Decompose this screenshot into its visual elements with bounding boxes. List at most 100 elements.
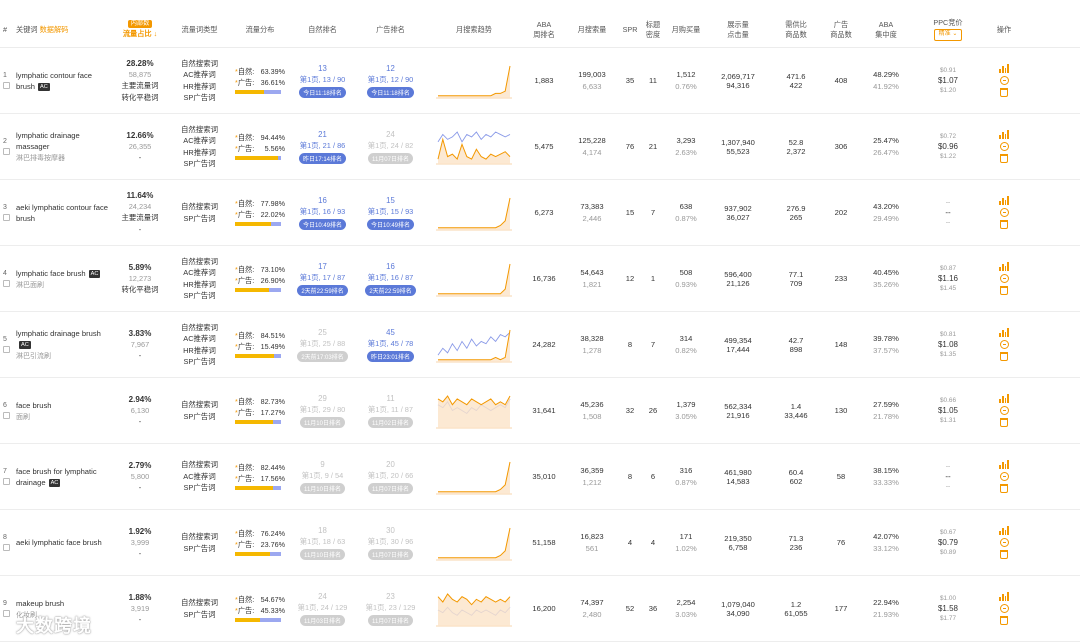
bar-chart-icon[interactable] [999, 460, 1009, 469]
remove-circle-icon[interactable] [999, 142, 1009, 151]
header-title-density[interactable]: 标题 密度 [645, 20, 661, 39]
bar-chart-icon[interactable] [999, 328, 1009, 337]
organic-rank-cell[interactable]: 16 第1页, 16 / 93 今日10:49排名 [289, 180, 356, 245]
organic-rank-cell[interactable]: 9 第1页, 9 / 54 11月10日排名 [289, 444, 356, 509]
monthly-search-value[interactable]: 74,397 [580, 598, 604, 607]
header-spr[interactable]: SPR [622, 24, 638, 34]
header-share-label[interactable]: 流量占比 ↓ [122, 29, 158, 39]
row-checkbox[interactable] [3, 280, 10, 287]
organic-rank-cell[interactable]: 13 第1页, 13 / 90 今日11:18排名 [289, 48, 356, 113]
monthly-search-value[interactable]: 36,359 [580, 466, 604, 475]
organic-rank-cell[interactable]: 17 第1页, 17 / 87 2天前22:59排名 [289, 246, 356, 311]
remove-circle-icon[interactable] [999, 274, 1009, 283]
monthly-search-value[interactable]: 38,328 [580, 334, 604, 343]
row-checkbox[interactable] [3, 148, 10, 155]
ad-rank-cell[interactable]: 12 第1页, 12 / 90 今日11:18排名 [356, 48, 425, 113]
ad-rank-cell[interactable]: 11 第1页, 11 / 87 11月02日排名 [356, 378, 425, 443]
header-keyword[interactable]: 关键词 数据解码 [12, 12, 112, 47]
header-ad-rank[interactable]: 广告排名 [376, 24, 405, 34]
keyword-link[interactable]: lymphatic drainage brush AC [16, 328, 112, 350]
monthly-trend-cell[interactable] [425, 312, 523, 377]
organic-rank-cell[interactable]: 18 第1页, 18 / 63 11月10日排名 [289, 510, 356, 575]
header-organic-rank[interactable]: 自然排名 [308, 24, 337, 34]
remove-circle-icon[interactable] [999, 340, 1009, 349]
keyword-translation: 化妆刷 [16, 611, 37, 619]
row-checkbox[interactable] [3, 346, 10, 353]
keyword-link[interactable]: face brush for lymphatic drainage AC [16, 466, 112, 488]
monthly-search-value[interactable]: 125,228 [578, 136, 606, 145]
keyword-link[interactable]: lymphatic contour face brush AC [16, 70, 112, 92]
monthly-trend-cell[interactable] [425, 114, 523, 179]
header-traffic-share[interactable]: 内部数 流量占比 ↓ [112, 12, 168, 47]
header-monthly-search[interactable]: 月搜索量 [577, 24, 607, 34]
bar-chart-icon[interactable] [999, 394, 1009, 403]
remove-circle-icon[interactable] [999, 406, 1009, 415]
bar-chart-icon[interactable] [999, 526, 1009, 535]
row-checkbox[interactable] [3, 214, 10, 221]
row-checkbox[interactable] [3, 412, 10, 419]
organic-rank-cell[interactable]: 21 第1页, 21 / 86 昨日17:14排名 [289, 114, 356, 179]
ad-rank-cell[interactable]: 15 第1页, 15 / 93 今日10:49排名 [356, 180, 425, 245]
monthly-trend-cell[interactable] [425, 48, 523, 113]
keyword-link[interactable]: face brush [16, 400, 51, 411]
keyword-link[interactable]: aeki lymphatic contour face brush [16, 202, 112, 224]
remove-circle-icon[interactable] [999, 538, 1009, 547]
ad-rank-cell[interactable]: 24 第1页, 24 / 82 11月07日排名 [356, 114, 425, 179]
row-checkbox[interactable] [3, 544, 10, 551]
row-checkbox[interactable] [3, 478, 10, 485]
trash-icon[interactable] [1000, 418, 1008, 427]
monthly-search-value[interactable]: 45,236 [580, 400, 604, 409]
header-keyword-decode-link[interactable]: 数据解码 [39, 24, 69, 34]
bar-chart-icon[interactable] [999, 196, 1009, 205]
monthly-trend-cell[interactable] [425, 444, 523, 509]
header-impressions-clicks[interactable]: 展示量 点击量 [727, 20, 749, 39]
trash-icon[interactable] [1000, 352, 1008, 361]
trash-icon[interactable] [1000, 616, 1008, 625]
organic-rank-cell[interactable]: 29 第1页, 29 / 80 11月10日排名 [289, 378, 356, 443]
bar-chart-icon[interactable] [999, 592, 1009, 601]
aba-rank-cell: 5,475 [523, 114, 565, 179]
monthly-search-value[interactable]: 54,643 [580, 268, 604, 277]
monthly-trend-cell[interactable] [425, 576, 523, 641]
header-aba-rank[interactable]: ABA 周排名 [533, 20, 555, 39]
keyword-link[interactable]: lymphatic drainage massager [16, 130, 112, 152]
bar-chart-icon[interactable] [999, 64, 1009, 73]
monthly-search-value[interactable]: 73,383 [580, 202, 604, 211]
remove-circle-icon[interactable] [999, 604, 1009, 613]
ppc-match-select[interactable]: 精准 ⌄ [933, 29, 963, 42]
ad-rank-cell[interactable]: 16 第1页, 16 / 87 2天前22:59排名 [356, 246, 425, 311]
trash-icon[interactable] [1000, 220, 1008, 229]
trash-icon[interactable] [1000, 154, 1008, 163]
ad-rank-position: 45 [386, 327, 395, 337]
trash-icon[interactable] [1000, 484, 1008, 493]
row-checkbox[interactable] [3, 610, 10, 617]
remove-circle-icon[interactable] [999, 472, 1009, 481]
ad-rank-cell[interactable]: 45 第1页, 45 / 78 昨日23:01排名 [356, 312, 425, 377]
monthly-trend-cell[interactable] [425, 180, 523, 245]
remove-circle-icon[interactable] [999, 76, 1009, 85]
keyword-link[interactable]: makeup brush [16, 598, 64, 609]
monthly-trend-cell[interactable] [425, 510, 523, 575]
remove-circle-icon[interactable] [999, 208, 1009, 217]
ad-rank-cell[interactable]: 30 第1页, 30 / 96 11月07日排名 [356, 510, 425, 575]
bar-chart-icon[interactable] [999, 262, 1009, 271]
header-monthly-purchase[interactable]: 月购买量 [671, 24, 701, 34]
header-ad-products[interactable]: 广告 商品数 [830, 20, 852, 39]
trash-icon[interactable] [1000, 550, 1008, 559]
row-checkbox[interactable] [3, 82, 10, 89]
bar-chart-icon[interactable] [999, 130, 1009, 139]
trash-icon[interactable] [1000, 286, 1008, 295]
keyword-link[interactable]: lymphatic face brush AC [16, 268, 101, 279]
monthly-trend-cell[interactable] [425, 246, 523, 311]
monthly-trend-cell[interactable] [425, 378, 523, 443]
monthly-search-value[interactable]: 199,003 [578, 70, 606, 79]
header-supply-demand[interactable]: 需供比 商品数 [785, 20, 807, 39]
ad-rank-cell[interactable]: 20 第1页, 20 / 66 11月07日排名 [356, 444, 425, 509]
ad-rank-cell[interactable]: 23 第1页, 23 / 129 11月07日排名 [356, 576, 425, 641]
organic-rank-cell[interactable]: 25 第1页, 25 / 88 2天前17:03排名 [289, 312, 356, 377]
monthly-search-value[interactable]: 16,823 [580, 532, 604, 541]
organic-rank-cell[interactable]: 24 第1页, 24 / 129 11月03日排名 [289, 576, 356, 641]
trash-icon[interactable] [1000, 88, 1008, 97]
keyword-link[interactable]: aeki lymphatic face brush [16, 537, 102, 548]
header-aba-concentration[interactable]: ABA 集中度 [875, 20, 897, 39]
